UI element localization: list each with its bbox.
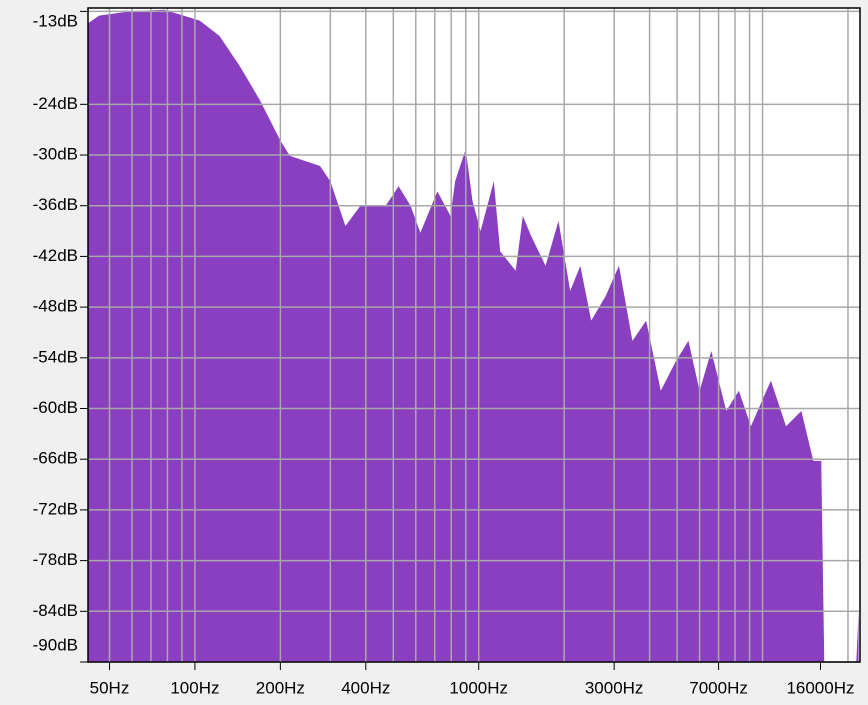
x-tick-label: 50Hz <box>90 678 130 697</box>
y-tick-label: -13dB <box>33 11 78 30</box>
x-tick-label: 7000Hz <box>689 678 748 697</box>
y-tick-label: -72dB <box>33 499 78 518</box>
y-tick-label: -42dB <box>33 246 78 265</box>
y-tick-label: -66dB <box>33 449 78 468</box>
x-tick-label: 16000Hz <box>786 678 854 697</box>
y-tick-label: -54dB <box>33 347 78 366</box>
x-tick-label: 200Hz <box>256 678 305 697</box>
y-tick-label: -30dB <box>33 145 78 164</box>
y-tick-label: -84dB <box>33 601 78 620</box>
y-tick-label: -36dB <box>33 195 78 214</box>
x-tick-label: 400Hz <box>341 678 390 697</box>
y-tick-label: -24dB <box>33 94 78 113</box>
plot-border <box>87 7 861 663</box>
x-tick-label: 100Hz <box>170 678 219 697</box>
y-tick-label: -90dB <box>33 635 78 654</box>
y-tick-label: -48dB <box>33 297 78 316</box>
y-tick-label: -60dB <box>33 398 78 417</box>
x-tick-label: 3000Hz <box>585 678 644 697</box>
y-tick-label: -78dB <box>33 550 78 569</box>
x-tick-label: 1000Hz <box>449 678 508 697</box>
